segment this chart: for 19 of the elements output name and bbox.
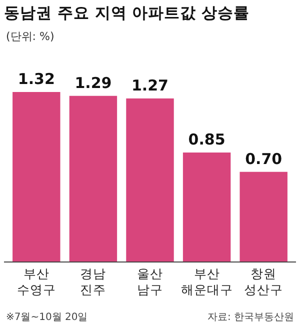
bar: [12, 92, 60, 262]
x-tick-label: 경남 진주: [80, 266, 106, 297]
data-label: 1.32: [18, 70, 55, 88]
text: ※7월~10월 20일: [6, 312, 88, 323]
data-label: 1.27: [131, 76, 169, 94]
chart-title: 동남권 주요 지역 아파트값 상승률: [4, 4, 250, 22]
data-label: 1.29: [74, 74, 112, 92]
data-label: 0.70: [245, 150, 282, 168]
data-label: 0.85: [188, 130, 226, 149]
x-tick-label: 부산 수영구: [16, 266, 56, 297]
bar: [240, 172, 288, 262]
x-tick-label: 울산 남구: [137, 266, 163, 297]
x-tick-label: 창원 성산구: [244, 266, 284, 297]
bar: [182, 152, 231, 262]
chart-subtitle: (단위: %): [6, 30, 54, 43]
x-tick-label: 부산 해운대구: [180, 266, 233, 297]
bar: [126, 98, 174, 262]
text: 자료: 한국부동산원: [207, 312, 294, 323]
bar: [69, 96, 118, 262]
